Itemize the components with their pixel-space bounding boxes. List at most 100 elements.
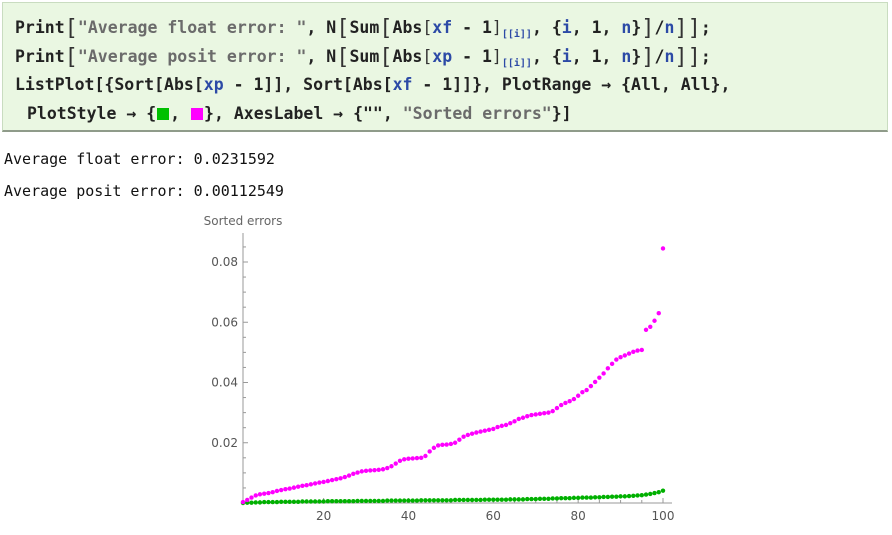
float-error-point bbox=[584, 495, 589, 500]
float-error-point bbox=[529, 496, 534, 502]
posit-error-point bbox=[457, 437, 462, 442]
posit-error-point bbox=[338, 476, 343, 481]
sum-function: Sum bbox=[349, 18, 380, 37]
option-plotrange: PlotRange bbox=[501, 75, 592, 94]
float-error-point bbox=[478, 497, 483, 503]
code-text: { bbox=[146, 104, 157, 123]
posit-error-point bbox=[240, 499, 246, 505]
magenta-color-swatch[interactable] bbox=[191, 108, 204, 120]
posit-error-point bbox=[435, 443, 441, 448]
code-text: , bbox=[170, 104, 191, 123]
string-literal: "Sorted errors" bbox=[402, 104, 552, 123]
float-error-point bbox=[431, 498, 437, 503]
variable-n: n bbox=[621, 18, 632, 37]
rule-arrow: → bbox=[116, 104, 147, 123]
float-error-point bbox=[554, 496, 560, 501]
posit-error-point bbox=[312, 481, 318, 486]
float-error-point bbox=[376, 498, 381, 504]
float-error-point bbox=[660, 488, 666, 493]
code-line-4[interactable]: PlotStyle → {, }, AxesLabel → {"", "Sort… bbox=[27, 104, 572, 123]
posit-error-point bbox=[601, 371, 606, 376]
float-error-point bbox=[482, 497, 488, 502]
float-error-point bbox=[516, 497, 521, 502]
float-error-point bbox=[626, 493, 632, 499]
posit-error-point bbox=[592, 379, 598, 385]
variable-xf: xf bbox=[392, 75, 413, 94]
posit-error-point bbox=[304, 483, 309, 488]
abs-function: Abs bbox=[392, 47, 423, 66]
posit-error-point bbox=[571, 396, 577, 402]
float-error-point bbox=[452, 497, 458, 503]
code-text: - 1 bbox=[452, 18, 492, 37]
x-tick-label: 100 bbox=[652, 509, 675, 523]
posit-error-point bbox=[605, 366, 611, 371]
posit-error-point bbox=[558, 402, 564, 408]
posit-error-point bbox=[656, 311, 661, 316]
float-error-point bbox=[397, 498, 403, 503]
float-error-point bbox=[474, 497, 479, 503]
posit-error-point bbox=[295, 484, 301, 489]
float-error-point bbox=[512, 497, 517, 502]
posit-error-point bbox=[660, 246, 666, 251]
listplot-function: ListPlot bbox=[15, 75, 95, 94]
print-function: Print bbox=[15, 18, 65, 37]
y-tick-label: 0.02 bbox=[211, 436, 238, 450]
float-error-point bbox=[461, 497, 466, 503]
abs-function: Abs bbox=[164, 75, 194, 94]
code-text: }] bbox=[551, 104, 572, 123]
float-error-point bbox=[304, 499, 309, 504]
posit-error-point bbox=[495, 424, 500, 430]
float-error-point bbox=[618, 494, 623, 499]
float-error-point bbox=[338, 498, 343, 504]
posit-error-point bbox=[346, 473, 352, 478]
rule-arrow: → bbox=[591, 75, 622, 94]
posit-error-point bbox=[359, 469, 364, 474]
posit-error-point bbox=[368, 468, 373, 473]
float-error-point bbox=[648, 491, 653, 497]
variable-n: n bbox=[664, 47, 675, 66]
float-error-point bbox=[423, 498, 428, 503]
posit-error-point bbox=[427, 449, 432, 454]
green-color-swatch[interactable] bbox=[157, 108, 170, 120]
option-axeslabel: AxesLabel bbox=[233, 104, 324, 123]
posit-error-point bbox=[342, 474, 348, 480]
code-text: [{ bbox=[94, 75, 115, 94]
posit-error-point bbox=[440, 442, 445, 448]
float-error-point bbox=[503, 497, 509, 502]
posit-error-point bbox=[355, 470, 360, 475]
posit-error-point bbox=[329, 477, 335, 483]
float-error-point bbox=[270, 499, 275, 505]
float-error-point bbox=[427, 498, 432, 503]
input-cell[interactable]: Print["Average float error: ", N[Sum[Abs… bbox=[2, 2, 888, 132]
posit-error-point bbox=[580, 389, 585, 395]
code-line-2[interactable]: Print["Average posit error: ", N[Sum[Abs… bbox=[15, 45, 711, 70]
posit-error-point bbox=[431, 445, 437, 451]
float-error-point bbox=[410, 498, 415, 503]
float-error-point bbox=[614, 494, 619, 499]
code-line-3[interactable]: ListPlot[{Sort[Abs[xp - 1]], Sort[Abs[xf… bbox=[15, 75, 730, 94]
posit-error-point bbox=[503, 422, 509, 428]
sorted-errors-plot[interactable]: Sorted errors 20 40 60 80 100 0.02 0.04 0.06 0.08 bbox=[0, 205, 892, 535]
posit-error-point bbox=[474, 430, 479, 435]
float-error-point bbox=[283, 499, 288, 504]
posit-error-point bbox=[478, 429, 483, 434]
code-text: ; bbox=[700, 47, 711, 66]
float-error-point bbox=[601, 494, 606, 500]
sort-function: Sort bbox=[114, 75, 155, 94]
code-line-1[interactable]: Print["Average float error: ", N[Sum[Abs… bbox=[15, 16, 711, 41]
float-error-point bbox=[262, 499, 267, 505]
posit-error-point bbox=[631, 349, 636, 354]
code-text: [ bbox=[193, 75, 204, 94]
posit-error-point bbox=[588, 383, 594, 389]
float-error-point bbox=[622, 494, 628, 499]
posit-error-output: Average posit error: 0.00112549 bbox=[4, 182, 284, 200]
float-error-point bbox=[393, 498, 398, 503]
posit-error-point bbox=[414, 455, 420, 461]
float-error-point bbox=[257, 500, 263, 505]
posit-error-point bbox=[270, 489, 275, 495]
float-error-point bbox=[571, 495, 577, 501]
posit-error-point bbox=[635, 348, 640, 353]
code-text: - 1 bbox=[223, 75, 264, 94]
posit-error-point bbox=[486, 427, 492, 432]
posit-error-point bbox=[402, 457, 407, 462]
